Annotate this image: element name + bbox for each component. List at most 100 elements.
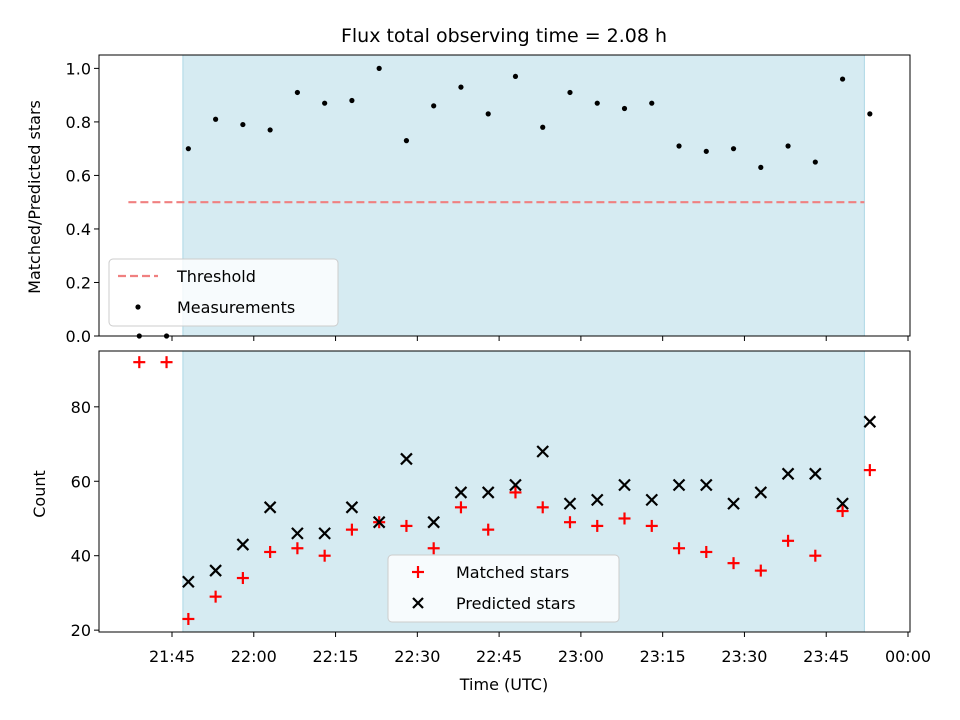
measurement-point [512, 73, 519, 80]
predicted-star-point [809, 467, 822, 481]
matched-star-point [509, 486, 522, 499]
predicted-star-mark-b [400, 452, 413, 466]
count-legend: Matched stars Predicted stars [387, 554, 620, 623]
count-y-axis-label: Count [30, 470, 49, 518]
ratio-plot-frame [98, 54, 911, 337]
matched-star-point [591, 519, 604, 532]
x-tick-label: 23:30 [721, 647, 767, 666]
matched-star-point [400, 519, 413, 532]
count-y-tick-label: 40 [71, 547, 91, 566]
count-plot-frame [98, 350, 911, 633]
predicted-star-mark-b [182, 575, 195, 589]
predicted-star-mark-b [263, 501, 277, 514]
predicted-star-point [345, 501, 359, 514]
measurement-point [240, 121, 246, 128]
measurements-legend-label: Measurements [177, 298, 295, 317]
measurement-point [730, 146, 737, 152]
matched-star-point [133, 356, 146, 369]
predicted-star-mark-b [618, 478, 631, 492]
measurement-point [676, 143, 682, 149]
predicted-star-point [781, 467, 795, 481]
x-tick-label: 22:30 [394, 647, 440, 666]
predicted-star-mark-b [700, 478, 713, 492]
ratio-y-tick-label: 1.0 [66, 59, 91, 78]
predicted-star-point [836, 497, 849, 510]
predicted-star-point [427, 515, 440, 529]
predicted-star-point [672, 478, 686, 492]
predicted-star-point [509, 478, 522, 492]
predicted-star-mark-b [345, 501, 359, 514]
measurement-point [758, 164, 764, 170]
x-tick-label: 22:45 [476, 647, 522, 666]
predicted-star-mark-b [754, 486, 768, 499]
predicted-star-point [291, 527, 304, 540]
predicted-star-point [263, 501, 277, 514]
predicted-stars-legend-swatch [412, 597, 424, 609]
matched-star-point [482, 523, 495, 536]
predicted-star-mark-b [236, 538, 250, 551]
predicted-stars-legend-label: Predicted stars [456, 594, 576, 613]
predicted-star-mark-b [209, 564, 222, 577]
predicted-star-point [563, 497, 577, 510]
predicted-star-mark-b [536, 445, 550, 458]
measurement-point [785, 143, 791, 149]
predicted-star-mark-b [863, 415, 877, 428]
matched-star-point [536, 501, 549, 514]
predicted-star-point [182, 575, 195, 589]
predicted-star-mark-b [727, 497, 740, 510]
measurement-point [812, 159, 818, 165]
measurement-point [376, 65, 382, 71]
predicted-star-point [236, 538, 250, 551]
measurement-point [485, 111, 491, 117]
measurement-point [839, 76, 846, 82]
predicted-star-point [400, 452, 413, 466]
matched-star-point [427, 542, 440, 555]
matched-star-point [160, 356, 173, 369]
predicted-star-mark-b [427, 515, 440, 529]
measurement-point [567, 89, 573, 96]
matched-stars-legend-swatch [412, 566, 424, 578]
ratio-y-axis-label: Matched/Predicted stars [25, 100, 44, 294]
predicted-star-mark-b [590, 493, 604, 507]
x-tick-label: 21:45 [149, 647, 195, 666]
threshold-legend-label: Threshold [176, 267, 256, 286]
predicted-star-mark-b [563, 497, 577, 510]
predicted-star-mark-b [509, 478, 522, 492]
predicted-star-point [590, 493, 604, 507]
predicted-star-point [209, 564, 222, 577]
x-tick-label: 23:00 [558, 647, 604, 666]
count-y-tick-label: 20 [71, 621, 91, 640]
predicted-star-point [863, 415, 877, 428]
ratio-y-tick-label: 0.6 [66, 166, 91, 185]
predicted-star-mark-b [318, 527, 331, 540]
measurement-point [267, 127, 273, 133]
matched-star-point [836, 505, 849, 518]
measurement-point [403, 138, 410, 144]
ratio-legend-box [108, 258, 339, 327]
x-tick-label: 22:15 [313, 647, 359, 666]
measurement-point [431, 103, 437, 109]
predicted-star-mark-b [781, 467, 795, 481]
predicted-star-point [754, 486, 768, 499]
predicted-star-mark-b [672, 478, 686, 492]
predicted-star-mark-b [836, 497, 849, 510]
measurement-point [458, 84, 464, 90]
matched-star-point [318, 549, 331, 562]
x-tick-label: 00:00 [885, 647, 931, 666]
predicted-star-point [645, 493, 659, 507]
measurement-point [294, 89, 300, 96]
measurement-point [867, 111, 873, 117]
count-panel: 20 40 60 80 21:45 22:00 22:15 22:30 22:45 23:00 23… [30, 350, 931, 694]
matched-star-point [182, 612, 195, 625]
matched-star-point [700, 545, 713, 558]
matched-star-point [618, 512, 631, 525]
measurement-point [540, 124, 546, 130]
ratio-y-tick-label: 0.0 [66, 327, 91, 346]
count-y-tick-label: 80 [71, 398, 91, 417]
predicted-star-point [536, 445, 550, 458]
matched-star-point [209, 590, 222, 603]
predicted-star-point [318, 527, 331, 540]
measurements-legend-swatch [135, 304, 141, 310]
measurement-point [649, 100, 655, 106]
